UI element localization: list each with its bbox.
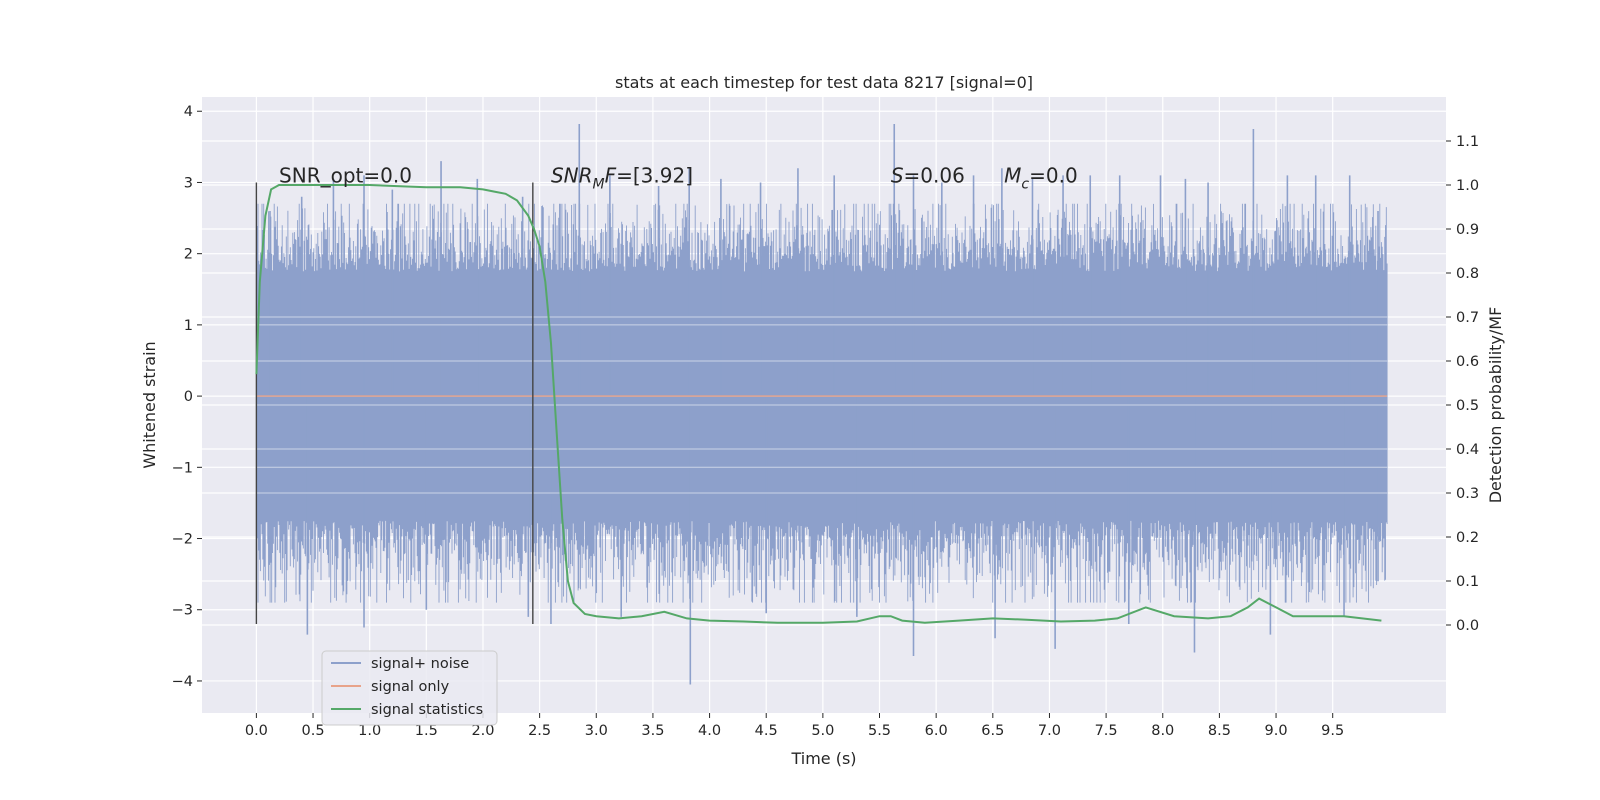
x-tick-label: 0.5 — [301, 723, 324, 739]
y-right-tick-label: 0.2 — [1456, 530, 1479, 546]
x-tick-label: 1.0 — [358, 723, 381, 739]
annotation-snr-mf: SNRMF=[3.92] — [551, 163, 693, 192]
x-tick-label: 5.0 — [811, 723, 834, 739]
x-tick-label: 1.5 — [415, 723, 438, 739]
y-right-tick-label: 0.7 — [1456, 310, 1479, 326]
y-right-tick-label: 0.5 — [1456, 398, 1479, 414]
y-axis-label: Whitened strain — [140, 341, 159, 468]
signal-statistics-line — [255, 184, 1382, 624]
y-tick-label: −4 — [172, 674, 193, 690]
vertical-markers — [255, 182, 534, 624]
x-tick-label: 8.0 — [1151, 723, 1174, 739]
x-tick-label: 4.5 — [755, 723, 778, 739]
y-right-tick-label: 1.1 — [1456, 134, 1479, 150]
x-tick-label: 9.5 — [1321, 723, 1344, 739]
x-tick-label: 3.5 — [641, 723, 664, 739]
x-tick-label: 2.0 — [471, 723, 494, 739]
y-right-tick-label: 0.1 — [1456, 574, 1479, 590]
y-right-tick-label: 0.3 — [1456, 486, 1479, 502]
x-tick-label: 0.0 — [245, 723, 268, 739]
y-right-tick-label: 0.8 — [1456, 266, 1479, 282]
y-right-tick-label: 1.0 — [1456, 178, 1479, 194]
x-tick-label: 9.0 — [1265, 723, 1288, 739]
x-tick-label: 6.0 — [925, 723, 948, 739]
y-tick-label: 2 — [184, 247, 193, 263]
annotation-s-val: S=0.06 — [891, 163, 965, 187]
x-tick-label: 7.5 — [1095, 723, 1118, 739]
x-axis-label: Time (s) — [790, 749, 856, 768]
y-right-tick-label: 0.9 — [1456, 222, 1479, 238]
x-tick-label: 7.0 — [1038, 723, 1061, 739]
y-tick-label: −2 — [172, 532, 193, 548]
x-tick-label: 6.5 — [981, 723, 1004, 739]
annotations-layer: SNR_opt=0.0 SNRMF=[3.92] S=0.06 Mc=0.0 — [279, 163, 1078, 192]
y-tick-label: 1 — [184, 318, 193, 334]
y-right-axis-label: Detection probability/MF — [1486, 307, 1505, 504]
y-tick-label: −1 — [172, 460, 193, 476]
x-tick-label: 2.5 — [528, 723, 551, 739]
y-tick-label: 4 — [184, 104, 193, 120]
x-tick-label: 3.0 — [585, 723, 608, 739]
x-tick-label: 5.5 — [868, 723, 891, 739]
legend-label-noise: signal+ noise — [371, 656, 469, 672]
legend-label-signal: signal only — [371, 679, 450, 695]
annotation-mc-val: Mc=0.0 — [1004, 163, 1078, 192]
y-right-tick-label: 0.4 — [1456, 442, 1479, 458]
y-tick-label: −3 — [172, 603, 193, 619]
annotation-snr-opt: SNR_opt=0.0 — [279, 163, 412, 187]
y-right-tick-label: 0.0 — [1456, 618, 1479, 634]
x-tick-label: 4.0 — [698, 723, 721, 739]
axes-layer: 0.0 0.5 1.0 1.5 2.0 2.5 3.0 3.5 4.0 4.5 5.0 5.5 6.0 6… — [172, 104, 1479, 739]
y-tick-label: 0 — [184, 389, 193, 405]
chart-title: stats at each timestep for test data 821… — [615, 73, 1033, 92]
signal-statistics-series — [255, 184, 1382, 624]
legend-label-stats: signal statistics — [371, 702, 483, 718]
y-right-tick-label: 0.6 — [1456, 354, 1479, 370]
legend: signal+ noise signal only signal statist… — [321, 650, 498, 726]
y-tick-label: 3 — [184, 175, 193, 191]
legend-box — [321, 650, 498, 726]
x-tick-label: 8.5 — [1208, 723, 1231, 739]
